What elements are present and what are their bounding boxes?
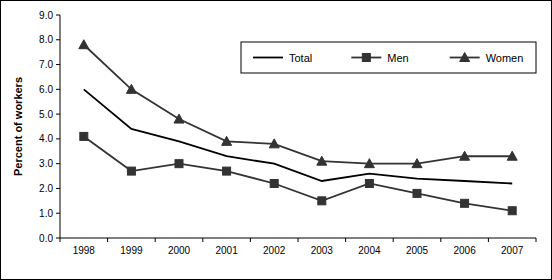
x-tick bbox=[60, 238, 61, 242]
x-tick bbox=[440, 238, 441, 242]
series-marker bbox=[413, 189, 421, 197]
y-axis bbox=[60, 15, 61, 238]
legend: Total Men Women bbox=[241, 42, 536, 73]
legend-label: Total bbox=[289, 52, 312, 64]
series-marker bbox=[412, 159, 422, 168]
x-tick-label: 2004 bbox=[358, 245, 381, 256]
x-tick-label: 2006 bbox=[453, 245, 476, 256]
x-tick-label: 2005 bbox=[406, 245, 429, 256]
y-tick bbox=[56, 238, 60, 239]
x-tick bbox=[107, 238, 108, 242]
x-tick-label: 1998 bbox=[73, 245, 96, 256]
x-tick bbox=[298, 238, 299, 242]
y-tick bbox=[56, 138, 60, 139]
y-tick-label: 1.0 bbox=[39, 208, 53, 219]
y-tick-label: 5.0 bbox=[39, 109, 53, 120]
x-tick bbox=[155, 238, 156, 242]
series-marker bbox=[222, 136, 232, 145]
x-tick bbox=[393, 238, 394, 242]
y-tick-label: 8.0 bbox=[39, 34, 53, 45]
y-tick-label: 9.0 bbox=[39, 10, 53, 21]
series-marker bbox=[507, 151, 517, 160]
series-marker bbox=[508, 207, 516, 215]
x-tick-label: 2001 bbox=[215, 245, 238, 256]
series-marker bbox=[127, 167, 135, 175]
y-tick-label: 7.0 bbox=[39, 59, 53, 70]
y-tick bbox=[56, 89, 60, 90]
x-tick-label: 2002 bbox=[263, 245, 286, 256]
series-marker bbox=[175, 160, 183, 168]
chart-border bbox=[1, 1, 552, 280]
legend-line bbox=[253, 57, 283, 59]
y-tick bbox=[56, 163, 60, 164]
y-tick-label: 6.0 bbox=[39, 84, 53, 95]
legend-box bbox=[241, 42, 536, 73]
series-marker bbox=[270, 179, 278, 187]
series-marker bbox=[365, 179, 373, 187]
series-marker bbox=[318, 197, 326, 205]
x-tick-label: 2003 bbox=[311, 245, 334, 256]
series-marker bbox=[174, 114, 184, 123]
y-tick-label: 0.0 bbox=[39, 233, 53, 244]
chart: 0.0 1.0 2.0 3.0 4.0 5.0 6.0 7.0 8.0 9.0 1998 1999 20… bbox=[0, 0, 552, 280]
series-marker bbox=[269, 139, 279, 148]
y-tick bbox=[56, 188, 60, 189]
series-marker bbox=[461, 199, 469, 207]
y-tick bbox=[56, 213, 60, 214]
series-marker bbox=[317, 156, 327, 165]
x-tick bbox=[202, 238, 203, 242]
x-tick bbox=[345, 238, 346, 242]
series-marker bbox=[79, 40, 89, 49]
x-tick bbox=[536, 238, 537, 242]
y-tick bbox=[56, 15, 60, 16]
y-tick-label: 3.0 bbox=[39, 158, 53, 169]
y-tick bbox=[56, 64, 60, 65]
series-marker bbox=[80, 132, 88, 140]
series-marker bbox=[460, 151, 470, 160]
legend-label: Women bbox=[486, 52, 524, 64]
x-tick-label: 2000 bbox=[168, 245, 191, 256]
y-tick bbox=[56, 114, 60, 115]
x-tick-label: 2007 bbox=[501, 245, 524, 256]
legend-marker bbox=[362, 54, 370, 62]
x-tick bbox=[488, 238, 489, 242]
legend-marker bbox=[460, 53, 470, 62]
y-tick bbox=[56, 39, 60, 40]
y-tick-label: 2.0 bbox=[39, 183, 53, 194]
y-axis-label: Percent of workers bbox=[12, 77, 24, 176]
series-marker bbox=[223, 167, 231, 175]
legend-label: Men bbox=[387, 52, 408, 64]
series-marker bbox=[126, 84, 136, 93]
x-tick bbox=[250, 238, 251, 242]
series-line bbox=[84, 136, 512, 210]
y-tick-label: 4.0 bbox=[39, 133, 53, 144]
x-tick-label: 1999 bbox=[120, 245, 143, 256]
series-marker bbox=[364, 159, 374, 168]
